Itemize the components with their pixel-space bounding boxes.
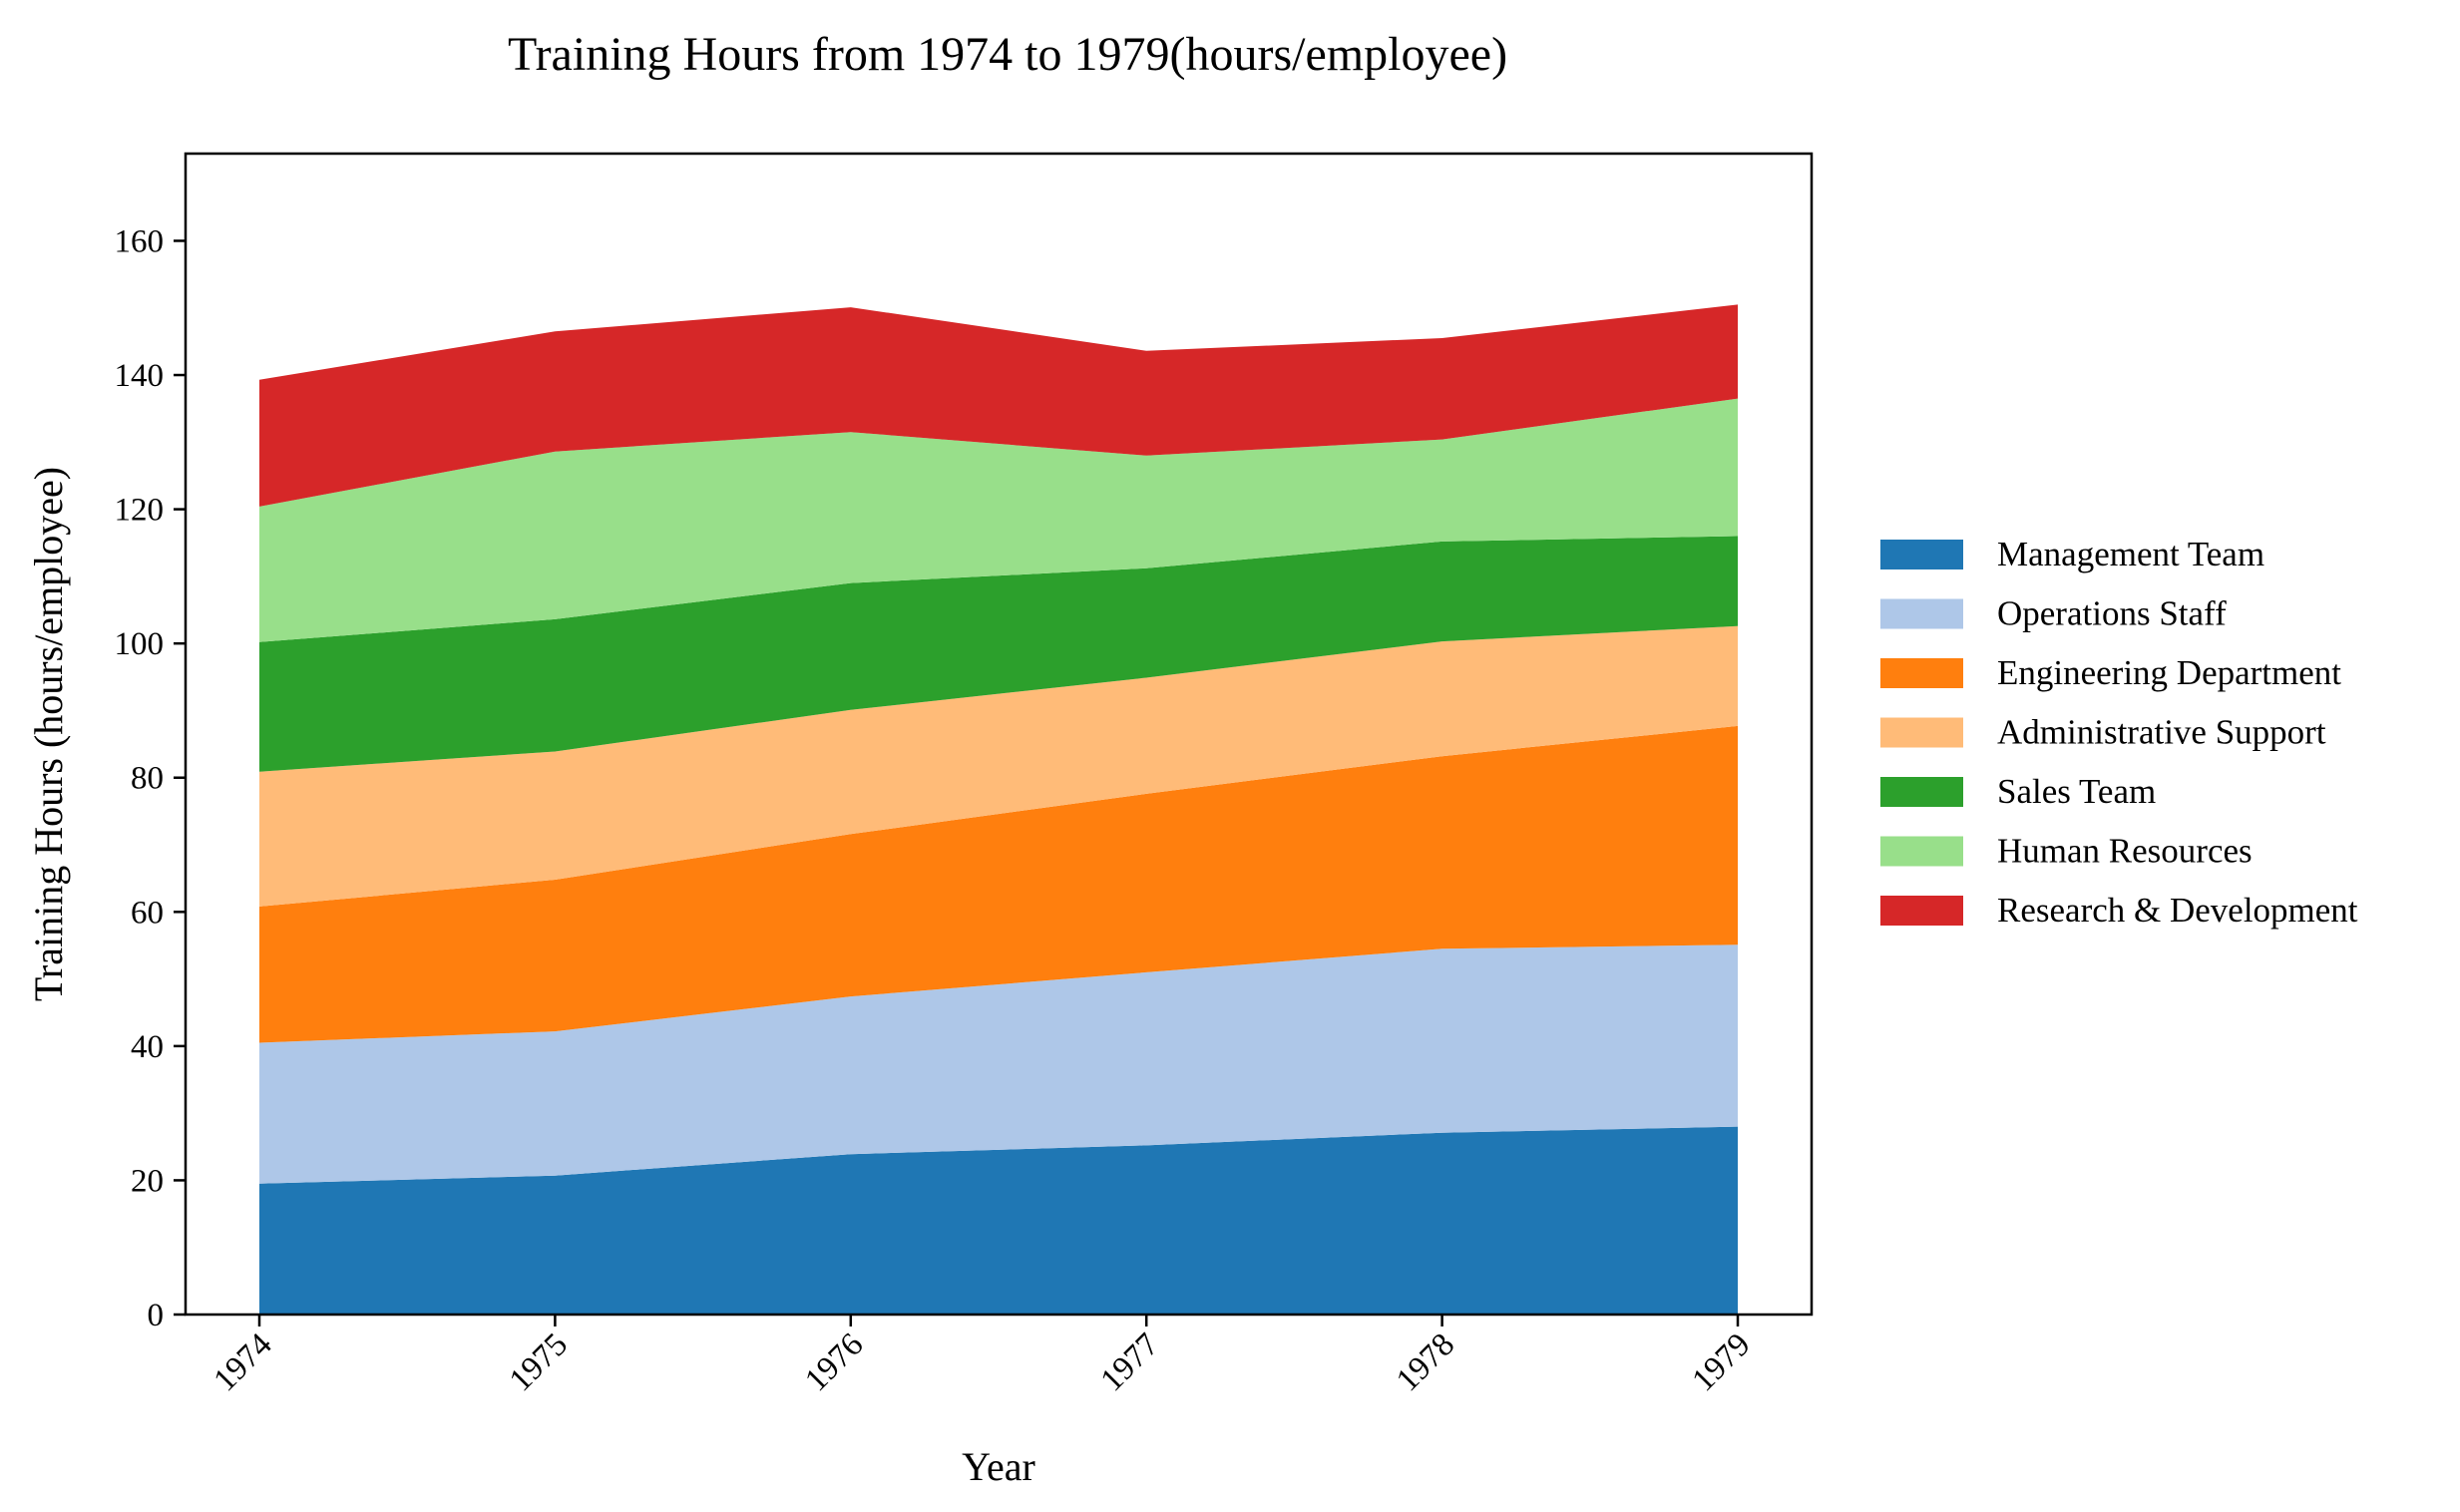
legend-label: Management Team xyxy=(1997,535,2264,573)
x-axis: 1974 1975 1976 1977 1978 1979 xyxy=(207,1315,1758,1398)
legend-label: Operations Staff xyxy=(1997,594,2227,633)
legend-label: Sales Team xyxy=(1997,772,2156,811)
y-axis: 0 20 40 60 80 100 120 140 160 xyxy=(115,223,186,1333)
area-series-6 xyxy=(259,304,1738,507)
area-series-4 xyxy=(259,536,1738,772)
y-axis-label: Training Hours (hours/employee) xyxy=(26,467,71,1001)
legend-swatch xyxy=(1880,896,1963,926)
legend-swatch xyxy=(1880,658,1963,688)
legend-label: Research & Development xyxy=(1997,891,2358,930)
chart-title: Training Hours from 1974 to 1979(hours/e… xyxy=(508,28,1507,81)
legend-swatch xyxy=(1880,717,1963,748)
y-tick-label: 0 xyxy=(148,1298,165,1333)
x-axis-label: Year xyxy=(962,1444,1035,1489)
x-tick-label: 1979 xyxy=(1686,1326,1758,1398)
legend-swatch xyxy=(1880,540,1963,569)
legend: Management Team Operations Staff Engineeri… xyxy=(1880,535,2358,930)
y-tick-label: 60 xyxy=(131,895,164,931)
y-tick-label: 140 xyxy=(115,358,165,394)
y-tick-label: 40 xyxy=(131,1029,164,1065)
area-series-3 xyxy=(259,625,1738,907)
legend-swatch xyxy=(1880,777,1963,807)
legend-label: Human Resources xyxy=(1997,832,2253,871)
area-layers xyxy=(259,304,1738,1315)
y-tick-label: 20 xyxy=(131,1163,164,1199)
legend-label: Engineering Department xyxy=(1997,653,2341,692)
area-series-1 xyxy=(259,945,1738,1184)
area-series-2 xyxy=(259,725,1738,1043)
legend-label: Administrative Support xyxy=(1997,713,2326,752)
legend-swatch xyxy=(1880,836,1963,867)
x-tick-label: 1978 xyxy=(1390,1326,1461,1398)
legend-swatch xyxy=(1880,598,1963,629)
x-tick-label: 1977 xyxy=(1094,1326,1166,1398)
y-tick-label: 120 xyxy=(115,493,165,529)
area-series-0 xyxy=(259,1126,1738,1315)
y-tick-label: 80 xyxy=(131,761,164,797)
y-tick-label: 100 xyxy=(115,626,165,662)
x-tick-label: 1975 xyxy=(503,1326,575,1398)
y-tick-label: 160 xyxy=(115,223,165,259)
plot-frame xyxy=(184,152,1814,1317)
area-series-5 xyxy=(259,398,1738,642)
x-tick-label: 1976 xyxy=(798,1326,870,1398)
x-tick-label: 1974 xyxy=(207,1326,279,1398)
